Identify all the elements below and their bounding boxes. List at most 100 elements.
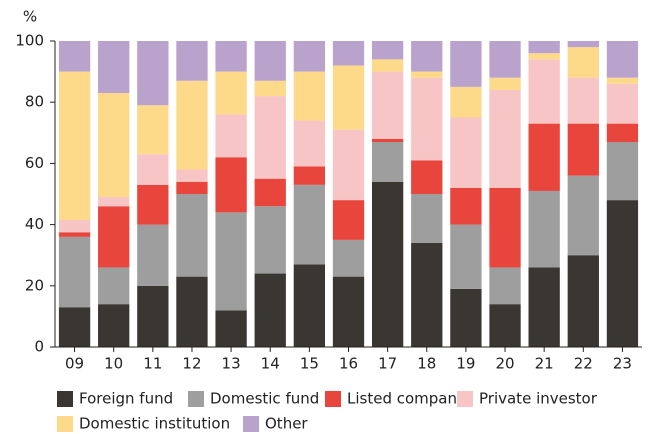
bar-segment <box>332 200 365 240</box>
bar-segment <box>293 71 326 121</box>
bar-segment <box>254 41 286 81</box>
bar-segment <box>176 41 208 81</box>
bar-segment <box>606 41 639 78</box>
bar-segment <box>137 224 169 286</box>
bar-segment <box>332 276 365 347</box>
bar-segment <box>411 160 443 194</box>
bar-segment <box>371 141 404 182</box>
bar-segment <box>606 200 639 347</box>
legend-swatch <box>188 391 204 407</box>
legend-label: Other <box>265 415 308 433</box>
x-tick-label: 11 <box>143 355 162 373</box>
bar-segment <box>293 264 326 347</box>
bar-segment <box>411 71 443 78</box>
legend-label: Domestic fund <box>210 390 319 408</box>
bar-segment <box>567 77 599 124</box>
bar-segment <box>58 307 91 347</box>
legend-swatch <box>457 391 473 407</box>
legend-swatch <box>243 416 259 432</box>
bar-segment <box>489 77 521 90</box>
bar-segment <box>606 77 639 84</box>
bar-segment <box>528 267 560 347</box>
x-tick-label: 23 <box>613 355 632 373</box>
x-tick-label: 10 <box>104 355 123 373</box>
bar-segment <box>98 41 130 94</box>
bar-segment <box>137 184 169 225</box>
bar-segment <box>293 184 326 265</box>
bar-segment <box>176 80 208 170</box>
bar-segment <box>176 169 208 182</box>
bar-segment <box>567 41 599 48</box>
x-tick-label: 13 <box>222 355 241 373</box>
bar-segment <box>293 120 326 167</box>
bar-segment <box>411 41 443 72</box>
bar-segment <box>489 89 521 188</box>
y-tick-label: 60 <box>25 154 44 172</box>
x-tick-label: 21 <box>535 355 554 373</box>
x-tick-label: 18 <box>417 355 436 373</box>
legend-label: Listed company <box>347 390 466 408</box>
bar-segment <box>332 65 365 130</box>
y-tick-label: 20 <box>25 276 44 294</box>
x-tick-label: 12 <box>182 355 201 373</box>
bar-segment <box>371 41 404 60</box>
bar-segment <box>489 304 521 347</box>
bar-segment <box>293 41 326 72</box>
x-tick-label: 16 <box>339 355 358 373</box>
y-tick-label: 40 <box>25 215 44 233</box>
bar-segment <box>606 83 639 124</box>
x-tick-label: 19 <box>456 355 475 373</box>
legend-swatch <box>57 391 73 407</box>
bar-segment <box>332 41 365 66</box>
bar-segment <box>176 276 208 347</box>
bar-segment <box>567 123 599 176</box>
bar-segment <box>567 47 599 78</box>
bar-segment <box>176 181 208 194</box>
legend-label: Foreign fund <box>79 390 173 408</box>
bar-segment <box>254 178 286 207</box>
bar-segment <box>450 224 482 289</box>
bar-segment <box>254 273 286 347</box>
bar-segment <box>137 154 169 185</box>
bar-segment <box>58 236 91 308</box>
bar-segment <box>137 105 169 155</box>
bar-segment <box>215 114 247 158</box>
bar-segment <box>450 86 482 118</box>
y-tick-label: 100 <box>15 32 44 50</box>
x-tick-label: 20 <box>495 355 514 373</box>
bar-segment <box>215 310 247 347</box>
bar-segment <box>371 138 404 142</box>
bar-segment <box>528 59 560 124</box>
y-axis-unit: % <box>23 8 37 26</box>
x-tick-label: 14 <box>261 355 280 373</box>
bar-segment <box>606 123 639 142</box>
bar-segment <box>450 41 482 87</box>
y-tick-label: 0 <box>34 338 44 356</box>
bar-segment <box>58 71 91 221</box>
bar-segment <box>137 285 169 347</box>
y-tick-label: 80 <box>25 93 44 111</box>
bar-segment <box>567 255 599 347</box>
legend-swatch <box>57 416 73 432</box>
bar-segment <box>254 80 286 97</box>
x-tick-label: 22 <box>574 355 593 373</box>
bar-segment <box>411 242 443 347</box>
bar-segment <box>215 41 247 72</box>
bar-segment <box>489 267 521 305</box>
bar-segment <box>528 123 560 191</box>
bar-segment <box>450 288 482 347</box>
bar-segment <box>58 232 91 237</box>
bar-segment <box>293 166 326 185</box>
bar-segment <box>254 206 286 274</box>
bar-segment <box>332 129 365 201</box>
bar-segment <box>137 41 169 106</box>
x-tick-label: 15 <box>300 355 319 373</box>
bar-segment <box>98 304 130 347</box>
bar-segment <box>606 141 639 201</box>
bar-segment <box>528 190 560 268</box>
bar-segment <box>528 41 560 54</box>
bar-segment <box>371 71 404 139</box>
bar-segment <box>411 194 443 243</box>
bar-segment <box>528 53 560 60</box>
